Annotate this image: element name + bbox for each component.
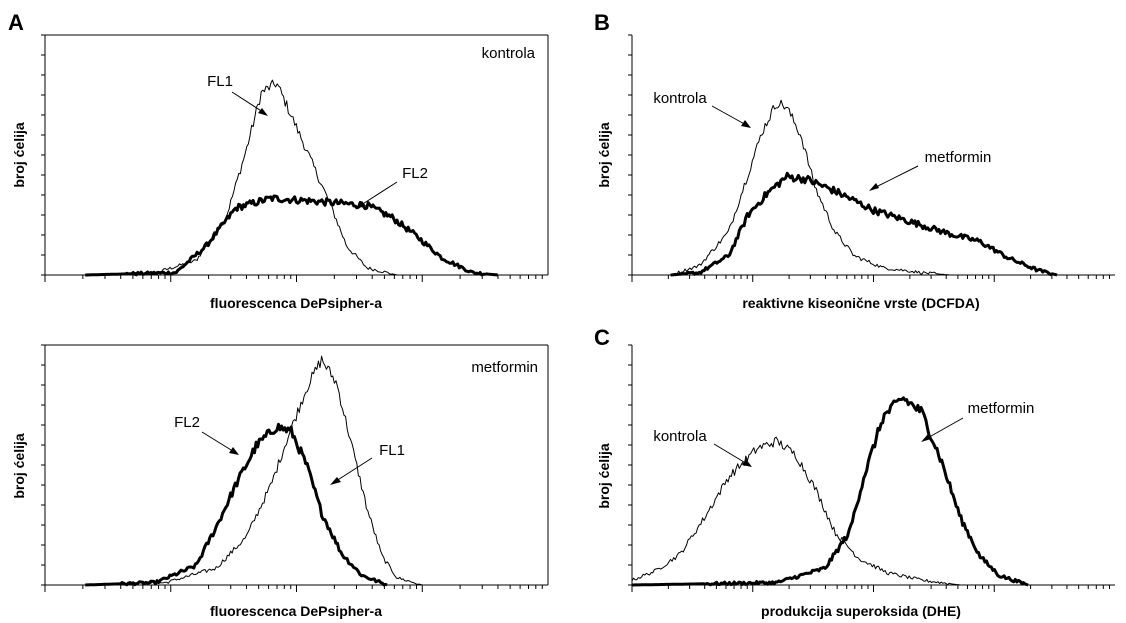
callout-kontrola: kontrola (653, 428, 707, 445)
panel-c-curves (631, 396, 1029, 587)
x-axis-label: produkcija superoksida (DHE) (761, 603, 961, 619)
panel-a-bottom-ticks (41, 344, 543, 592)
series-line-kontrola (631, 436, 961, 586)
callout-metformin: metformin (968, 400, 1035, 417)
y-axis-label: broj ćelija (11, 433, 27, 499)
panel-a-top-curves (85, 79, 498, 277)
condition-label: kontrola (482, 45, 536, 62)
panel-b: broj ćelija reaktivne kiseonične vrste (… (596, 34, 1115, 311)
series-line-kontrola (670, 99, 951, 276)
callout-fl1: FL1 (207, 73, 233, 90)
y-axis-label: broj ćelija (596, 443, 612, 509)
series-line-fl2 (85, 422, 388, 587)
panel-label-c: C (594, 325, 610, 350)
panel-c-ticks (628, 344, 1110, 592)
panel-a-top-ticks (41, 34, 543, 282)
panel-a-bottom: broj ćelija fluorescenca DePsipher-a met… (11, 344, 549, 619)
callout-kontrola: kontrola (653, 90, 707, 107)
x-axis-label: fluorescenca DePsipher-a (210, 295, 382, 311)
series-line-metformin (632, 396, 1029, 587)
panel-b-curves (670, 99, 1058, 277)
y-axis-label: broj ćelija (11, 122, 27, 188)
x-axis-label: fluorescenca DePsipher-a (210, 603, 382, 619)
callout-fl2: FL2 (402, 165, 428, 182)
condition-label: metformin (471, 359, 538, 376)
panel-a-top: broj ćelija fluorescenca DePsipher-a kon… (11, 34, 549, 311)
panel-label-b: B (594, 10, 610, 35)
series-line-fl1 (85, 355, 423, 586)
panel-c: broj ćelija produkcija superoksida (DHE)… (596, 344, 1115, 619)
panel-a-bottom-curves (85, 355, 423, 587)
callout-fl1: FL1 (379, 442, 405, 459)
series-line-fl1 (85, 79, 398, 276)
callout-fl2: FL2 (174, 414, 200, 431)
x-axis-label: reaktivne kiseonične vrste (DCFDA) (742, 295, 979, 311)
series-line-metformin (670, 171, 1058, 277)
panel-label-a: A (8, 10, 24, 35)
series-line-fl2 (85, 194, 498, 277)
callout-metformin: metformin (925, 149, 992, 166)
y-axis-label: broj ćelija (596, 122, 612, 188)
panel-b-ticks (628, 34, 1110, 282)
